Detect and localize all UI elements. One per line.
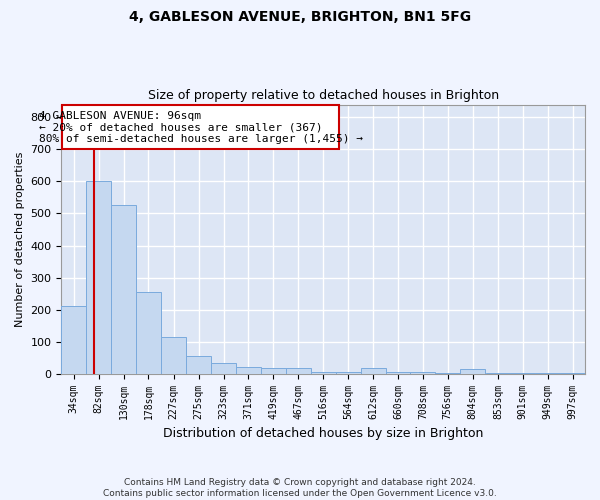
Bar	[336, 372, 361, 374]
Text: Contains HM Land Registry data © Crown copyright and database right 2024.
Contai: Contains HM Land Registry data © Crown c…	[103, 478, 497, 498]
Bar	[211, 364, 236, 374]
Bar	[386, 372, 410, 374]
Bar	[311, 372, 336, 374]
Bar	[485, 373, 511, 374]
Bar	[111, 206, 136, 374]
Bar	[161, 337, 186, 374]
Bar	[361, 368, 386, 374]
Text: 4 GABLESON AVENUE: 96sqm
← 20% of detached houses are smaller (367)
80% of semi-: 4 GABLESON AVENUE: 96sqm ← 20% of detach…	[39, 110, 363, 144]
Bar	[261, 368, 286, 374]
Bar	[186, 356, 211, 374]
Bar	[436, 372, 460, 374]
Bar	[460, 369, 485, 374]
Bar	[136, 292, 161, 374]
Bar	[410, 372, 436, 374]
FancyBboxPatch shape	[62, 105, 339, 150]
Bar	[86, 182, 111, 374]
X-axis label: Distribution of detached houses by size in Brighton: Distribution of detached houses by size …	[163, 427, 484, 440]
Title: Size of property relative to detached houses in Brighton: Size of property relative to detached ho…	[148, 89, 499, 102]
Bar	[286, 368, 311, 374]
Bar	[560, 373, 585, 374]
Text: 4, GABLESON AVENUE, BRIGHTON, BN1 5FG: 4, GABLESON AVENUE, BRIGHTON, BN1 5FG	[129, 10, 471, 24]
Y-axis label: Number of detached properties: Number of detached properties	[15, 152, 25, 327]
Bar	[236, 368, 261, 374]
Bar	[61, 306, 86, 374]
